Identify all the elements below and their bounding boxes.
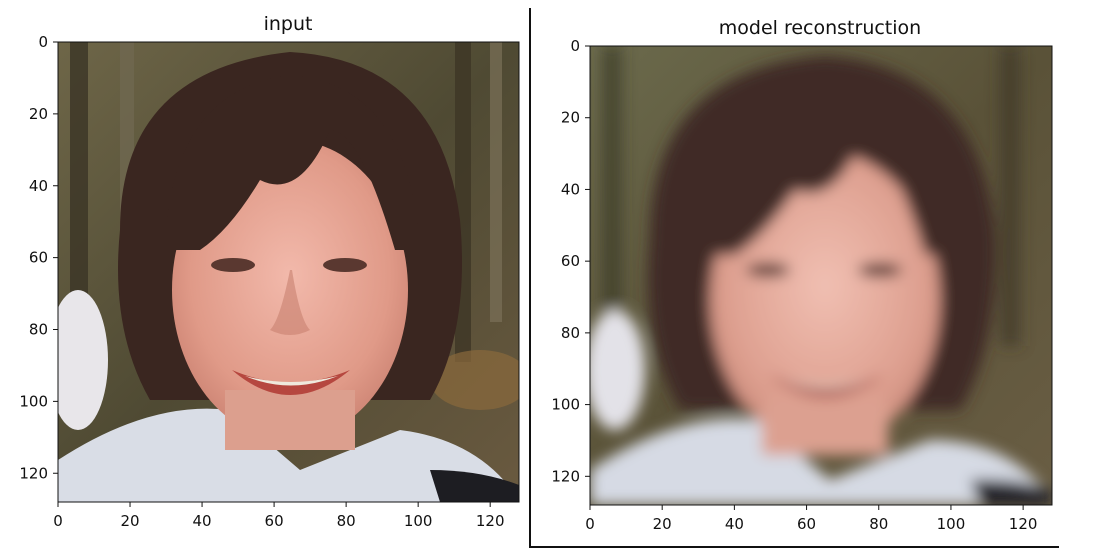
input-x-tick-label: 40 [193,512,212,530]
panel-divider [529,8,531,548]
reconstruction-axis-ticks: 0 20 40 60 80 100 120 0 20 40 60 80 100 120 [551,37,1037,533]
input-y-tick-label: 120 [19,464,48,482]
input-y-tick-label: 60 [29,249,48,267]
reconstruction-y-tick-label: 20 [561,109,580,127]
reconstruction-face-photo [590,46,1052,505]
input-x-tick-label: 80 [337,512,356,530]
reconstruction-x-tick-label: 80 [869,515,888,533]
reconstruction-x-tick-label: 120 [1009,515,1038,533]
input-y-tick-label: 80 [29,321,48,339]
reconstruction-y-tick-label: 40 [561,180,580,198]
reconstruction-x-tick-label: 0 [585,515,595,533]
reconstruction-x-tick-label: 100 [937,515,966,533]
panel-divider-bottom [529,546,1059,548]
reconstruction-x-tick-label: 40 [725,515,744,533]
reconstruction-y-tick-label: 100 [551,396,580,414]
input-title: input [264,13,313,35]
reconstruction-y-tick-label: 60 [561,252,580,270]
reconstruction-x-tick-label: 20 [653,515,672,533]
input-face-photo [58,42,519,502]
reconstruction-y-tick-label: 120 [551,467,580,485]
input-x-tick-label: 0 [53,512,63,530]
input-y-tick-label: 0 [38,33,48,51]
reconstruction-title: model reconstruction [719,17,921,39]
input-image-axes: input 0 20 40 60 80 100 120 0 20 40 60 80 100 120 [19,13,520,530]
input-axis-ticks: 0 20 40 60 80 100 120 0 20 40 60 80 100 120 [19,33,504,530]
input-y-tick-label: 20 [29,105,48,123]
input-x-tick-label: 120 [476,512,505,530]
reconstruction-image-axes: model reconstruction 0 20 40 60 80 100 120 0 20 4… [551,17,1053,533]
input-x-tick-label: 100 [404,512,433,530]
reconstruction-y-tick-label: 80 [561,324,580,342]
reconstruction-y-tick-label: 0 [570,37,580,55]
input-x-tick-label: 60 [265,512,284,530]
input-y-tick-label: 40 [29,177,48,195]
input-y-tick-label: 100 [19,392,48,410]
reconstruction-image-panel: model reconstruction 0 20 40 60 80 100 120 0 20 4… [530,0,1093,553]
input-image-panel: input 0 20 40 60 80 100 120 0 20 40 60 80 100 120 [0,0,527,553]
input-x-tick-label: 20 [120,512,139,530]
reconstruction-x-tick-label: 60 [797,515,816,533]
